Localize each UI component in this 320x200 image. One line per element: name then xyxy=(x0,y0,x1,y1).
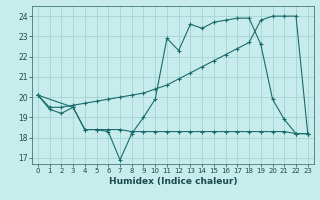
X-axis label: Humidex (Indice chaleur): Humidex (Indice chaleur) xyxy=(108,177,237,186)
